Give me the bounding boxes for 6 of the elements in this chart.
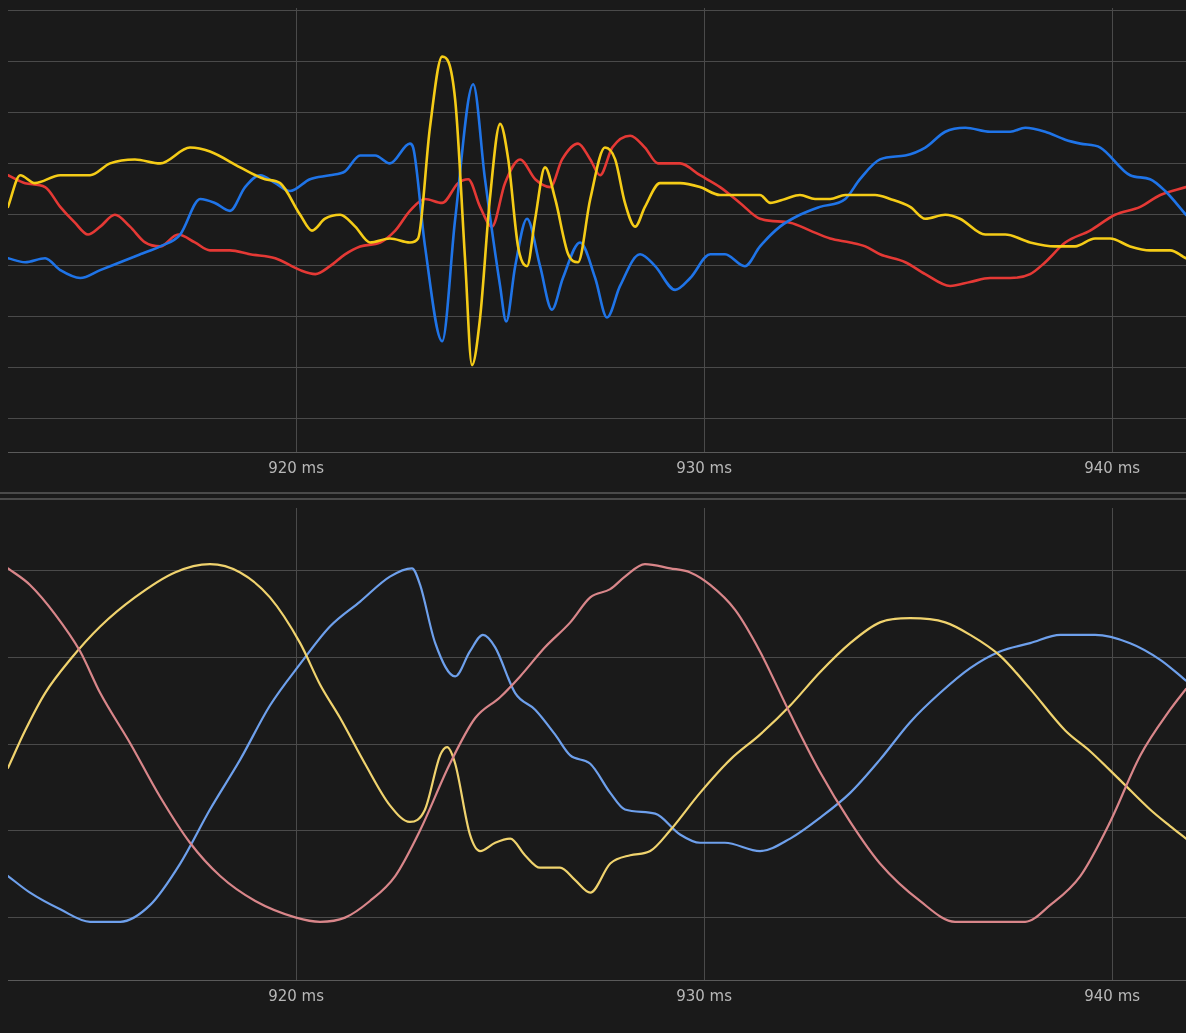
x-tick-label: 920 ms xyxy=(268,986,325,1005)
x-tick-label: 940 ms xyxy=(1084,986,1141,1005)
x-tick-label: 940 ms xyxy=(1084,458,1141,477)
x-tick-label: 930 ms xyxy=(676,458,733,477)
x-tick-label: 930 ms xyxy=(676,986,733,1005)
x-tick-label: 920 ms xyxy=(268,458,325,477)
